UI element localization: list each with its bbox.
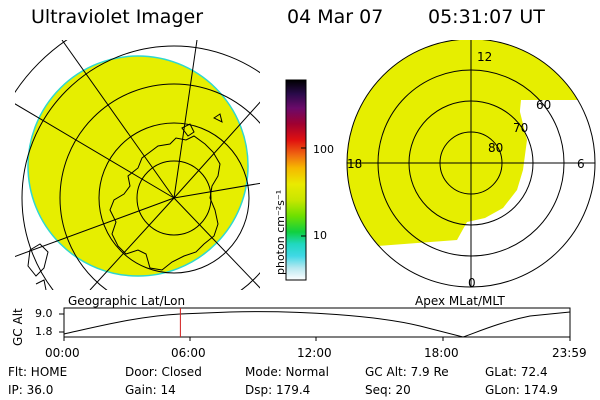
mlt-label-6: 6	[577, 157, 585, 171]
coastline	[27, 113, 223, 290]
status-mode: Mode: Normal	[245, 365, 329, 379]
geographic-map	[15, 40, 260, 290]
colorbar: photon cm⁻²s⁻¹	[274, 79, 307, 281]
emission-region-core	[469, 50, 523, 206]
status-seq: Seq: 20	[365, 383, 411, 397]
meridians	[15, 40, 260, 290]
time-tick-2359: 23:59	[552, 346, 587, 360]
mlat-label-60: 60	[536, 98, 551, 112]
altitude-plot-frame	[63, 307, 571, 338]
mlt-label-12: 12	[477, 50, 492, 64]
mlt-label-0: 0	[468, 276, 476, 290]
altitude-plot: GC Alt	[11, 307, 571, 346]
altitude-curve	[63, 311, 571, 338]
altitude-axis-label: GC Alt	[11, 308, 25, 346]
status-gc-alt: GC Alt: 7.9 Re	[365, 365, 449, 379]
magnetic-caption: Apex MLat/MLT	[415, 294, 505, 308]
mlat-label-70: 70	[513, 121, 528, 135]
time-tick-0000: 00:00	[45, 346, 80, 360]
latitude-circles	[15, 40, 260, 290]
observation-time: 05:31:07 UT	[428, 6, 545, 28]
geographic-caption: Geographic Lat/Lon	[68, 294, 186, 308]
mlt-label-18: 18	[347, 157, 362, 171]
status-dsp: Dsp: 179.4	[245, 383, 311, 397]
emission-region	[347, 40, 595, 250]
status-glat: GLat: 72.4	[485, 365, 548, 379]
altitude-ytick-9: 9.0	[35, 307, 53, 320]
colorbar-label: photon cm⁻²s⁻¹	[274, 190, 287, 275]
status-door: Door: Closed	[125, 365, 202, 379]
altitude-ytick-1-8: 1.8	[35, 325, 53, 338]
status-ip: IP: 36.0	[8, 383, 54, 397]
magnetic-polar-plot: 12 6 0 18 60 70 80	[346, 40, 596, 290]
emission-disk	[27, 55, 249, 277]
status-gain: Gain: 14	[125, 383, 176, 397]
mlat-label-80: 80	[488, 141, 503, 155]
colorbar-tick-10: 10	[313, 229, 327, 242]
status-flight: Flt: HOME	[8, 365, 68, 379]
time-tick-1800: 18:00	[424, 346, 459, 360]
time-tick-1200: 12:00	[297, 346, 332, 360]
colorbar-tick-100: 100	[313, 143, 334, 156]
time-tick-0600: 06:00	[171, 346, 206, 360]
observation-date: 04 Mar 07	[287, 6, 384, 28]
instrument-title: Ultraviolet Imager	[31, 6, 204, 28]
status-glon: GLon: 174.9	[485, 383, 558, 397]
mlt-lines	[347, 40, 595, 287]
